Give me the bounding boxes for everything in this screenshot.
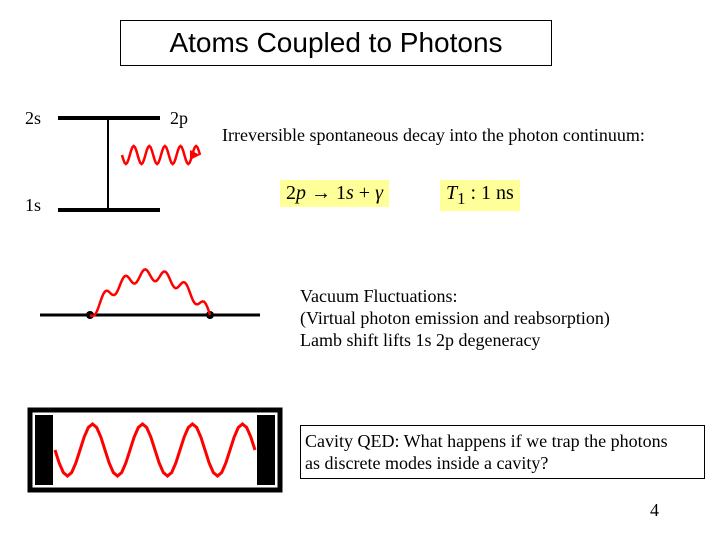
- title-box: Atoms Coupled to Photons: [120, 20, 552, 66]
- cavity-box: [30, 410, 280, 490]
- vacuum-vertex-left: [86, 311, 94, 319]
- eq1-p: p: [296, 182, 306, 204]
- vacuum-arc-wave: [90, 269, 210, 316]
- eq1-gamma: γ: [375, 182, 383, 204]
- cavity-standing-wave: [55, 424, 255, 476]
- eq1-2: 2: [286, 182, 296, 204]
- decay-wave: [122, 146, 200, 164]
- cavity-mirror-right: [257, 415, 275, 485]
- eq1-1: 1: [336, 182, 346, 204]
- caption-cavity-line: as discrete modes inside a cavity?: [305, 452, 700, 474]
- title-text: Atoms Coupled to Photons: [169, 27, 502, 58]
- caption-vacuum-line: Lamb shift lifts 1s 2p degeneracy: [300, 329, 610, 351]
- equation-decay: 2p → 1s + γ: [280, 180, 389, 207]
- equation-lifetime: T1 : 1 ns: [440, 180, 520, 211]
- label-2s: 2s: [25, 108, 41, 129]
- caption-vacuum: Vacuum Fluctuations:(Virtual photon emis…: [300, 285, 610, 351]
- caption-vacuum-line: Vacuum Fluctuations:: [300, 285, 610, 307]
- decay-arrowhead: [190, 150, 200, 160]
- label-2p: 2p: [170, 108, 188, 129]
- eq2-colon: :: [465, 182, 481, 204]
- caption-cavity-line: Cavity QED: What happens if we trap the …: [305, 430, 700, 452]
- cavity-mirror-left: [35, 415, 53, 485]
- caption-cavity: Cavity QED: What happens if we trap the …: [300, 425, 705, 479]
- page-number: 4: [650, 500, 659, 521]
- caption-decay: Irreversible spontaneous decay into the …: [222, 125, 645, 146]
- label-1s: 1s: [25, 195, 41, 216]
- eq1-s: s: [346, 182, 354, 204]
- eq1-plus: +: [354, 182, 375, 204]
- eq2-val: 1 ns: [481, 182, 514, 204]
- eq2-T: T: [446, 182, 457, 204]
- vacuum-vertex-right: [206, 311, 214, 319]
- caption-vacuum-line: (Virtual photon emission and reabsorptio…: [300, 307, 610, 329]
- eq1-arrow: →: [306, 182, 336, 204]
